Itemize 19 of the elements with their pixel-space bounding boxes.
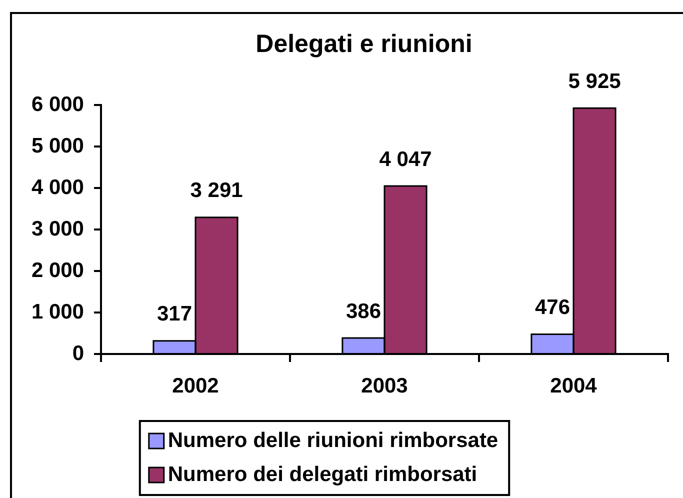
data-label: 476 bbox=[534, 296, 570, 320]
data-label: 5 925 bbox=[568, 70, 622, 93]
legend-label: Numero delle riunioni rimborsate bbox=[168, 428, 498, 452]
y-tick-label: 5 000 bbox=[31, 134, 84, 158]
x-tick-label: 2004 bbox=[550, 374, 598, 398]
data-label: 386 bbox=[346, 300, 381, 323]
data-label: 3 291 bbox=[190, 179, 244, 202]
y-tick-label: 6 000 bbox=[31, 92, 84, 116]
x-tick-label: 2002 bbox=[172, 374, 219, 398]
x-tick-label: 2003 bbox=[361, 374, 408, 398]
legend-label: Numero dei delegati rimborsati bbox=[168, 462, 478, 486]
data-label: 317 bbox=[156, 302, 192, 326]
y-tick-label: 1 000 bbox=[31, 300, 84, 324]
y-tick-label: 3 000 bbox=[31, 217, 84, 240]
y-tick-label: 2 000 bbox=[31, 258, 84, 282]
data-label: 4 047 bbox=[379, 148, 432, 171]
y-tick-label: 0 bbox=[72, 342, 84, 365]
y-tick-label: 4 000 bbox=[31, 176, 84, 199]
chart-title: Delegati e riunioni bbox=[256, 30, 472, 58]
